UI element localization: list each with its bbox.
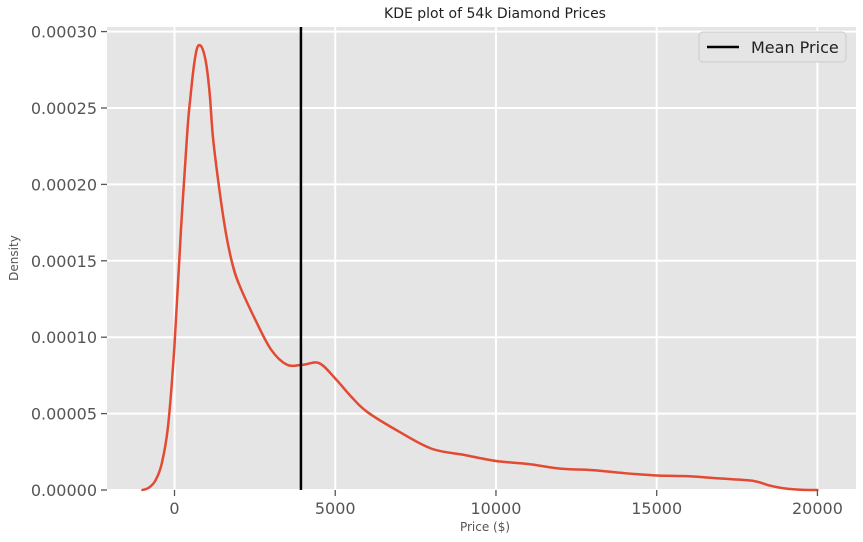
y-tick-label: 0.00000 [31,481,97,500]
y-tick-label: 0.00025 [31,99,97,118]
y-axis-ticks: 0.00000 0.00005 0.00010 0.00015 0.00020 0.000… [31,23,107,500]
x-tick-label: 5000 [315,499,356,518]
curve-layer [141,43,819,492]
y-tick-label: 0.00010 [31,328,97,347]
legend-label-mean-price: Mean Price [751,38,839,57]
x-axis-label: Price ($) [460,520,510,534]
y-tick-label: 0.00015 [31,252,97,271]
y-tick-label: 0.00005 [31,405,97,424]
x-tick-label: 15000 [631,499,682,518]
chart-title: KDE plot of 54k Diamond Prices [384,6,606,22]
x-tick-label: 10000 [471,499,522,518]
y-axis-label: Density [7,235,21,281]
x-axis-ticks: 0 5000 10000 15000 20000 [169,490,843,518]
x-tick-label: 0 [169,499,179,518]
legend: Mean Price [698,31,847,63]
y-tick-label: 0.00020 [31,175,97,194]
x-tick-label: 20000 [792,499,843,518]
legend-box [698,31,847,63]
plot-area [107,27,856,490]
kde-curve-line [141,43,819,492]
y-tick-label: 0.00030 [31,23,97,42]
